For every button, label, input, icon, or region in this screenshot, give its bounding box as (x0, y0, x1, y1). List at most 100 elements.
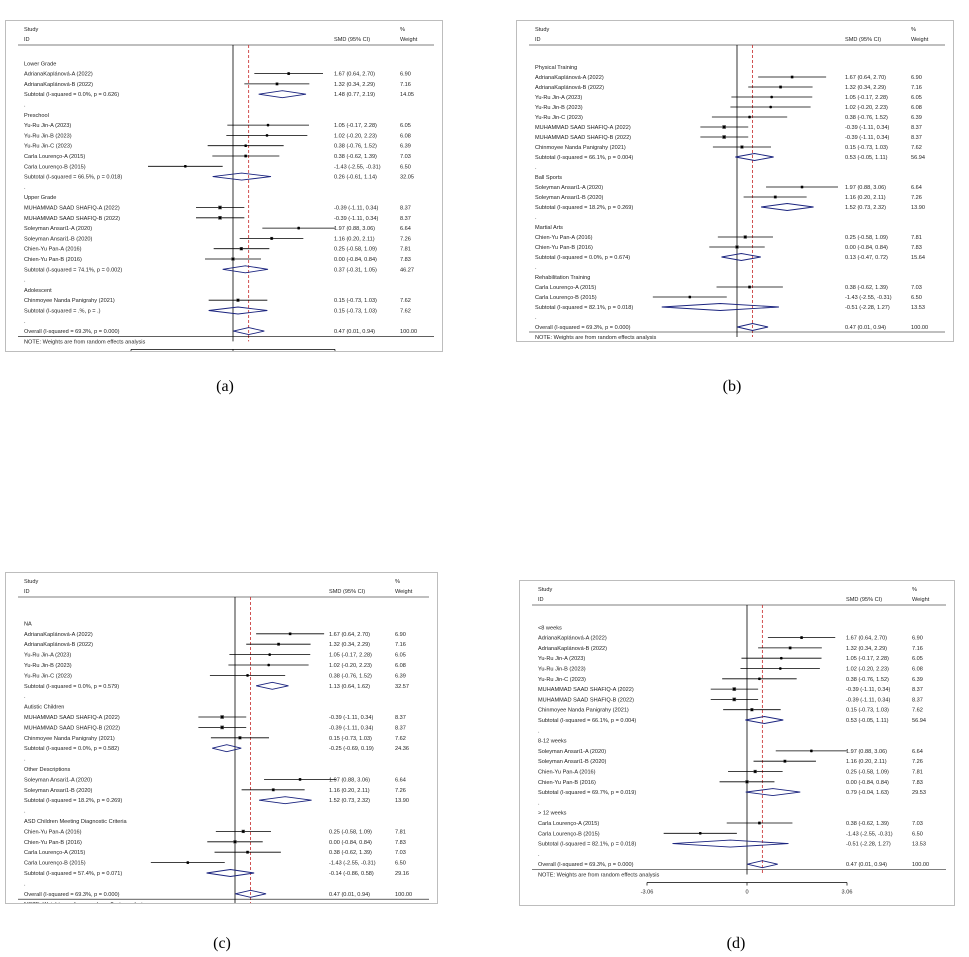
point-estimate (810, 749, 813, 753)
overall-diamond (235, 889, 267, 898)
weight-text: 14.05 (400, 92, 414, 98)
point-estimate (779, 667, 782, 670)
row-label: Autistic Children (24, 705, 64, 711)
row-label: Chinmoyee Nanda Panigrahy (2021) (24, 736, 115, 742)
point-estimate (758, 821, 761, 825)
row-label: Overall (I-squared = 69.3%, p = 0.000) (538, 862, 634, 868)
point-estimate (270, 237, 273, 240)
forest-plot-a: Study ID SMD (95% CI)% Weight Lower Grade Adr… (5, 20, 443, 352)
row-label: Carla Lourenço-A (2015) (24, 154, 85, 160)
overall-diamond (233, 327, 265, 336)
ci-text: 1.67 (0.64, 2.70) (329, 632, 370, 638)
ci-text: 1.97 (0.88, 3.06) (846, 749, 887, 755)
ci-text: 1.32 (0.34, 2.29) (329, 642, 370, 648)
point-estimate (790, 75, 794, 79)
ci-text: 0.38 (-0.76, 1.52) (334, 144, 377, 150)
weight-text: 6.90 (911, 75, 922, 81)
point-estimate (268, 653, 271, 656)
point-estimate (246, 850, 249, 854)
weight-text: 100.00 (912, 862, 929, 868)
row-label: Chien-Yu Pan-A (2016) (535, 235, 593, 241)
weight-text: 7.03 (400, 154, 411, 160)
ci-text: 1.02 (-0.20, 2.23) (329, 663, 372, 669)
weight-text: 7.62 (400, 309, 411, 315)
row-label: AdrianaKaplánová-B (2022) (24, 82, 93, 88)
row-label: Yu-Ru Jin-A (2023) (538, 656, 585, 662)
weight-text: 29.16 (395, 871, 409, 877)
row-label: . (24, 809, 26, 815)
ci-text: 1.02 (-0.20, 2.23) (334, 133, 377, 139)
panel-label-d: (d) (726, 935, 746, 952)
weight-text: 8.37 (912, 697, 923, 703)
row-label: Subtotal (I-squared = 66.1%, p = 0.004) (535, 155, 633, 161)
weight-text: 13.53 (912, 842, 926, 848)
forest-plot-b-svg: Study ID SMD (95% CI)% Weight Physical Train… (529, 27, 945, 341)
x-tick-label: 3.06 (842, 890, 853, 896)
subtotal-diamond (721, 253, 761, 261)
point-estimate (788, 646, 792, 650)
header-smd: SMD (95% CI) (845, 37, 881, 43)
point-estimate (275, 82, 279, 86)
ci-text: 0.53 (-0.05, 1.11) (846, 718, 889, 724)
header-percent: % (395, 579, 400, 585)
row-label: Yu-Ru Jin-C (2023) (24, 144, 72, 150)
row-label: Chinmoyee Nanda Panigrahy (2021) (535, 145, 626, 151)
weight-text: 7.81 (400, 247, 411, 253)
row-label: . (24, 757, 26, 763)
point-estimate (748, 115, 751, 119)
row-label: Carla Lourenço-A (2015) (24, 850, 85, 856)
ci-text: -0.39 (-1.11, 0.34) (334, 216, 378, 222)
row-label: Ball Sports (535, 175, 562, 181)
row-label: AdrianaKaplánová-B (2022) (24, 642, 93, 648)
ci-text: 1.97 (0.88, 3.06) (334, 226, 375, 232)
ci-text: 0.13 (-0.47, 0.72) (845, 255, 888, 261)
ci-text: 0.26 (-0.61, 1.14) (334, 175, 377, 181)
subtotal-diamond (761, 203, 814, 211)
row-label: Chien-Yu Pan-A (2016) (538, 770, 596, 776)
weight-text: 7.81 (395, 829, 406, 835)
point-estimate (271, 788, 275, 792)
ci-text: 1.32 (0.34, 2.29) (845, 85, 886, 91)
ci-text: 0.25 (-0.58, 1.09) (845, 235, 888, 241)
row-label: MUHAMMAD SAAD SHAFIQ-B (2022) (535, 135, 631, 141)
row-label: . (535, 165, 537, 171)
weight-text: 7.83 (400, 257, 411, 263)
row-label: Subtotal (I-squared = 0.0%, p = 0.674) (535, 255, 630, 261)
header-id: ID (538, 597, 544, 603)
weight-text: 56.94 (912, 718, 926, 724)
point-estimate (297, 226, 300, 230)
header-id: ID (535, 37, 541, 43)
row-label: Soleyman Ansari1-A (2020) (538, 749, 606, 755)
weight-text: 6.64 (395, 777, 406, 783)
ci-text: -0.51 (-2.28, 1.27) (846, 842, 891, 848)
subtotal-diamond (256, 681, 289, 690)
note-text: NOTE: Weights are from random effects an… (24, 902, 146, 903)
header-weight: Weight (395, 589, 413, 595)
header-study: Study (24, 579, 39, 585)
row-label: Carla Lourenço-A (2015) (535, 285, 596, 291)
weight-text: 6.08 (911, 105, 922, 111)
point-estimate (732, 687, 736, 691)
weight-text: 6.39 (400, 144, 411, 150)
row-label: Chinmoyee Nanda Panigrahy (2021) (24, 298, 115, 304)
ci-text: -0.25 (-0.69, 0.19) (329, 746, 374, 752)
forest-plot-c: Study ID SMD (95% CI)% Weight NA AdrianaKaplá… (5, 572, 438, 904)
ci-text: -1.43 (-2.55, -0.31) (846, 831, 893, 837)
weight-text: 7.62 (911, 145, 922, 151)
row-label: Carla Lourenço-B (2015) (535, 295, 597, 301)
row-label: 8-12 weeks (538, 739, 567, 745)
weight-text: 7.62 (395, 736, 406, 742)
row-label: AdrianaKaplánová-A (2022) (535, 75, 604, 81)
subtotal-diamond (745, 788, 801, 797)
row-label: NA (24, 621, 32, 627)
ci-text: 1.02 (-0.20, 2.23) (846, 667, 889, 673)
point-estimate (220, 715, 224, 719)
weight-text: 7.03 (912, 821, 923, 827)
row-label: Subtotal (I-squared = 82.1%, p = 0.018) (538, 842, 636, 848)
ci-text: 0.47 (0.01, 0.94) (845, 325, 886, 331)
row-label: Subtotal (I-squared = 66.5%, p = 0.018) (24, 175, 122, 181)
panel-label-b: (b) (722, 378, 742, 395)
ci-text: 1.05 (-0.17, 2.28) (846, 656, 889, 662)
weight-text: 6.39 (395, 673, 406, 679)
weight-text: 100.00 (395, 892, 412, 898)
